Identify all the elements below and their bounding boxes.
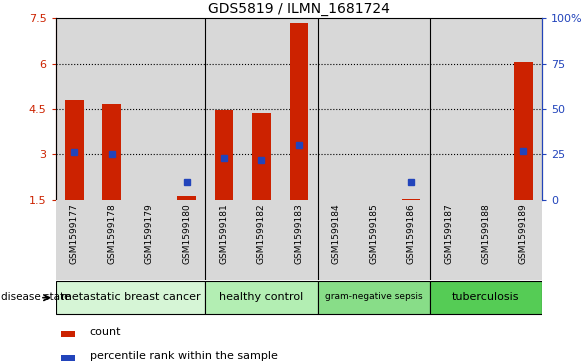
Bar <box>103 105 121 200</box>
Text: tuberculosis: tuberculosis <box>452 292 520 302</box>
Bar <box>60 331 75 337</box>
Bar <box>243 200 280 280</box>
Bar <box>467 18 505 200</box>
Bar <box>168 200 205 280</box>
Bar <box>93 18 131 200</box>
FancyBboxPatch shape <box>318 281 430 314</box>
Bar <box>430 200 467 280</box>
Bar <box>355 18 393 200</box>
Text: count: count <box>90 327 121 337</box>
Title: GDS5819 / ILMN_1681724: GDS5819 / ILMN_1681724 <box>208 2 390 16</box>
Bar <box>131 18 168 200</box>
Text: GSM1599187: GSM1599187 <box>444 204 453 264</box>
Bar <box>60 355 75 361</box>
Text: GSM1599178: GSM1599178 <box>107 204 116 264</box>
Text: GSM1599180: GSM1599180 <box>182 204 191 264</box>
Bar <box>168 18 205 200</box>
FancyBboxPatch shape <box>205 281 318 314</box>
Bar <box>280 200 318 280</box>
Bar <box>56 18 93 200</box>
Bar <box>289 23 308 200</box>
Text: healthy control: healthy control <box>219 292 304 302</box>
Bar <box>280 18 318 200</box>
Bar <box>430 18 467 200</box>
Text: GSM1599183: GSM1599183 <box>294 204 304 264</box>
Bar <box>65 100 84 200</box>
Text: GSM1599177: GSM1599177 <box>70 204 79 264</box>
Bar <box>243 18 280 200</box>
Bar <box>505 200 542 280</box>
Bar <box>56 200 93 280</box>
Bar <box>131 200 168 280</box>
Text: percentile rank within the sample: percentile rank within the sample <box>90 351 278 361</box>
Text: metastatic breast cancer: metastatic breast cancer <box>61 292 200 302</box>
Bar <box>214 110 233 200</box>
Bar <box>93 200 131 280</box>
Text: disease state: disease state <box>1 292 71 302</box>
Bar <box>514 62 533 200</box>
Text: GSM1599179: GSM1599179 <box>145 204 154 264</box>
Bar <box>318 200 355 280</box>
FancyBboxPatch shape <box>430 281 542 314</box>
Text: GSM1599181: GSM1599181 <box>220 204 229 264</box>
Text: gram-negative sepsis: gram-negative sepsis <box>325 293 423 301</box>
Text: GSM1599189: GSM1599189 <box>519 204 528 264</box>
Bar <box>205 18 243 200</box>
Bar <box>393 18 430 200</box>
Text: GSM1599188: GSM1599188 <box>482 204 490 264</box>
Text: GSM1599182: GSM1599182 <box>257 204 266 264</box>
Bar <box>402 199 421 200</box>
Text: GSM1599186: GSM1599186 <box>407 204 415 264</box>
Bar <box>467 200 505 280</box>
Bar <box>178 196 196 200</box>
Bar <box>393 200 430 280</box>
Bar <box>505 18 542 200</box>
Text: GSM1599184: GSM1599184 <box>332 204 341 264</box>
Text: GSM1599185: GSM1599185 <box>369 204 378 264</box>
Bar <box>252 114 271 200</box>
FancyBboxPatch shape <box>56 281 205 314</box>
Bar <box>355 200 393 280</box>
Bar <box>205 200 243 280</box>
Bar <box>318 18 355 200</box>
